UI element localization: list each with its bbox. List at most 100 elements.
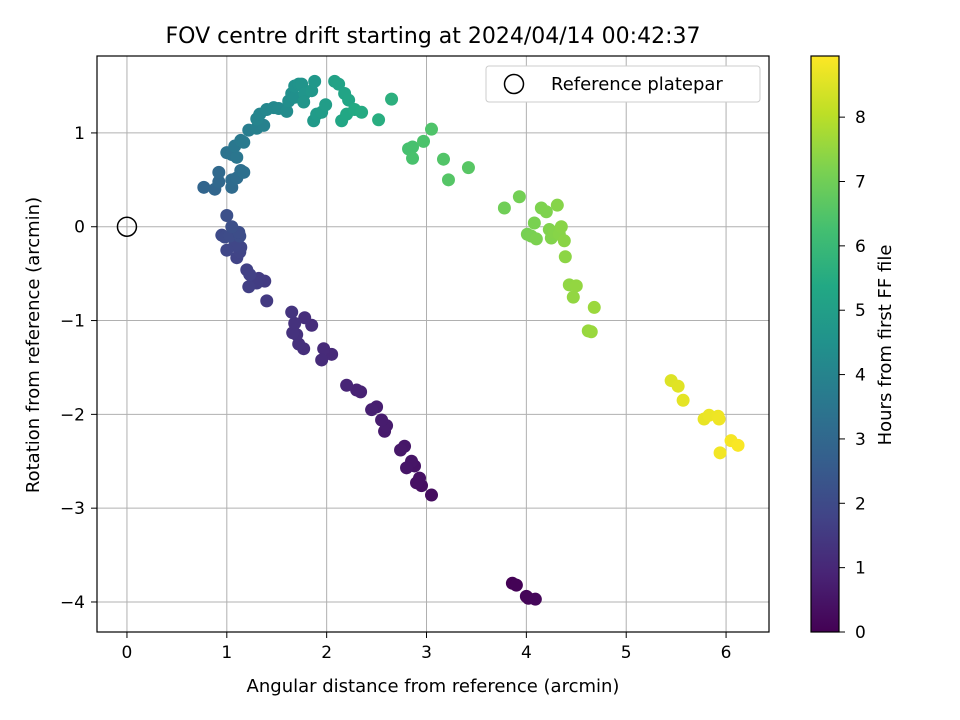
data-point xyxy=(584,325,598,339)
colorbar-tick-label: 7 xyxy=(855,172,866,192)
y-tick-label: −2 xyxy=(60,405,85,425)
data-point xyxy=(319,98,333,112)
y-tick-label: −3 xyxy=(60,499,85,519)
data-point xyxy=(315,353,329,367)
data-point xyxy=(509,578,523,592)
data-point xyxy=(569,279,583,293)
legend-label: Reference platepar xyxy=(551,74,723,95)
data-point xyxy=(566,290,580,304)
colorbar-tick-label: 6 xyxy=(855,237,866,257)
legend-marker-icon xyxy=(503,73,525,95)
colorbar-tick-label: 0 xyxy=(855,623,866,643)
data-point xyxy=(712,412,726,426)
chart-title: FOV centre drift starting at 2024/04/14 … xyxy=(166,24,701,49)
data-point xyxy=(225,220,239,234)
data-point xyxy=(237,135,251,149)
data-point xyxy=(298,311,312,325)
data-point xyxy=(676,393,690,407)
x-tick-label: 6 xyxy=(721,643,732,663)
data-point xyxy=(558,250,572,264)
data-point xyxy=(237,165,251,179)
x-tick-label: 1 xyxy=(221,643,232,663)
data-point xyxy=(394,443,408,457)
data-point xyxy=(436,152,450,166)
data-point xyxy=(212,175,226,189)
data-point xyxy=(417,134,431,148)
data-point xyxy=(425,488,439,502)
data-point xyxy=(242,280,256,294)
data-point xyxy=(406,140,420,154)
data-point xyxy=(400,461,414,475)
data-point xyxy=(713,446,727,460)
colorbar-tick-label: 5 xyxy=(855,301,866,321)
colorbar-gradient xyxy=(811,56,839,632)
data-point xyxy=(372,113,386,127)
y-tick-label: −4 xyxy=(60,593,85,613)
data-point xyxy=(220,243,234,257)
x-tick-label: 0 xyxy=(122,643,133,663)
data-point xyxy=(425,122,439,136)
reference-layer xyxy=(116,216,138,237)
data-point xyxy=(288,316,302,330)
colorbar: 0 1 2 3 4 5 6 7 8 Hours from first FF file xyxy=(810,55,896,643)
data-point xyxy=(554,220,568,234)
data-point xyxy=(342,93,356,107)
y-tick-label: 1 xyxy=(74,124,85,144)
x-tick-label: 3 xyxy=(421,643,432,663)
legend-box xyxy=(485,65,761,103)
data-point xyxy=(529,232,543,246)
data-point xyxy=(406,151,420,165)
data-point xyxy=(243,268,257,282)
data-point xyxy=(340,378,354,392)
data-point xyxy=(441,173,455,187)
data-point xyxy=(297,95,311,109)
data-point xyxy=(350,383,364,397)
colorbar-label: Hours from first FF file xyxy=(875,245,896,446)
data-point xyxy=(375,413,389,427)
data-point xyxy=(671,379,685,393)
data-point xyxy=(230,150,244,164)
data-point xyxy=(197,180,211,194)
data-point xyxy=(280,104,294,118)
plot-frame xyxy=(96,55,770,633)
axis-ticks: 0 1 2 3 4 5 6 −4 −3 −2 −1 0 1 xyxy=(60,124,732,663)
data-point xyxy=(260,294,274,308)
colorbar-tick-label: 1 xyxy=(855,559,866,579)
data-point xyxy=(461,161,475,175)
data-point xyxy=(308,74,322,88)
data-points xyxy=(197,74,745,606)
legend: Reference platepar xyxy=(485,65,761,103)
data-point xyxy=(731,438,745,452)
y-tick-label: 0 xyxy=(74,218,85,238)
data-point xyxy=(385,92,399,106)
data-point xyxy=(587,300,601,314)
data-point xyxy=(527,216,541,230)
y-tick-label: −1 xyxy=(60,312,85,332)
colorbar-tick-label: 4 xyxy=(855,366,866,386)
data-point xyxy=(212,165,226,179)
data-point xyxy=(550,198,564,212)
data-point xyxy=(285,305,299,319)
grid-lines xyxy=(97,56,769,632)
data-point xyxy=(410,476,424,490)
y-axis-label: Rotation from reference (arcmin) xyxy=(23,197,44,493)
colorbar-tick-label: 2 xyxy=(855,494,866,514)
reference-marker xyxy=(116,216,138,237)
colorbar-tick-label: 8 xyxy=(855,108,866,128)
data-point xyxy=(332,77,346,91)
data-point xyxy=(557,234,571,248)
x-tick-label: 2 xyxy=(321,643,332,663)
colorbar-frame xyxy=(810,55,840,633)
data-point xyxy=(220,208,234,222)
x-axis-label: Angular distance from reference (arcmin) xyxy=(247,676,620,697)
data-point xyxy=(528,592,542,606)
data-point xyxy=(355,105,369,119)
colorbar-tick-label: 3 xyxy=(855,430,866,450)
data-point xyxy=(365,403,379,417)
x-tick-label: 5 xyxy=(621,643,632,663)
data-point xyxy=(512,190,526,204)
data-point xyxy=(317,342,331,356)
data-point xyxy=(539,205,553,219)
x-tick-label: 4 xyxy=(521,643,532,663)
